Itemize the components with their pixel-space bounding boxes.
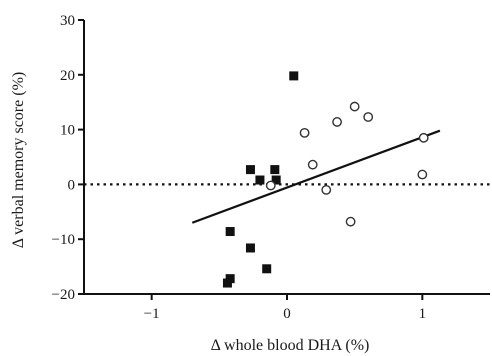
- x-tick-label: 1: [419, 306, 427, 322]
- data-points: [222, 71, 429, 288]
- y-tick-label: 0: [68, 177, 76, 193]
- data-point-circle: [321, 184, 332, 195]
- data-point-square: [225, 227, 235, 237]
- data-point-square: [245, 243, 255, 253]
- data-point-square: [289, 71, 299, 81]
- y-tick-label: 30: [60, 13, 75, 29]
- data-point-circle: [265, 180, 276, 191]
- data-point-circle: [417, 169, 428, 180]
- fit-line: [191, 129, 441, 224]
- x-axis-title: Δ whole blood DHA (%): [211, 337, 370, 354]
- data-point-square: [245, 165, 255, 175]
- y-tick-label: 10: [60, 123, 75, 139]
- regression-line: [191, 129, 441, 224]
- data-point-square: [222, 278, 232, 288]
- data-point-circle: [418, 132, 429, 143]
- x-axis: −1 0 1: [84, 293, 490, 322]
- data-point-square: [262, 264, 272, 274]
- data-point-circle: [307, 159, 318, 170]
- x-tick-label: −1: [144, 306, 160, 322]
- data-point-circle: [345, 216, 356, 227]
- data-point-circle: [349, 101, 360, 112]
- y-axis-title: Δ verbal memory score (%): [10, 72, 27, 248]
- y-axis: −20 −10 0 10 20 30: [52, 13, 85, 303]
- data-point-circle: [299, 127, 310, 138]
- data-point-square: [270, 165, 280, 175]
- data-point-circle: [332, 117, 342, 127]
- x-tick-label: 0: [283, 306, 291, 322]
- y-tick-label: −20: [52, 287, 75, 303]
- data-point-circle: [363, 112, 374, 122]
- data-point-square: [255, 175, 265, 185]
- data-point-square: [271, 175, 281, 185]
- y-tick-label: −10: [52, 232, 75, 248]
- y-tick-label: 20: [60, 68, 75, 84]
